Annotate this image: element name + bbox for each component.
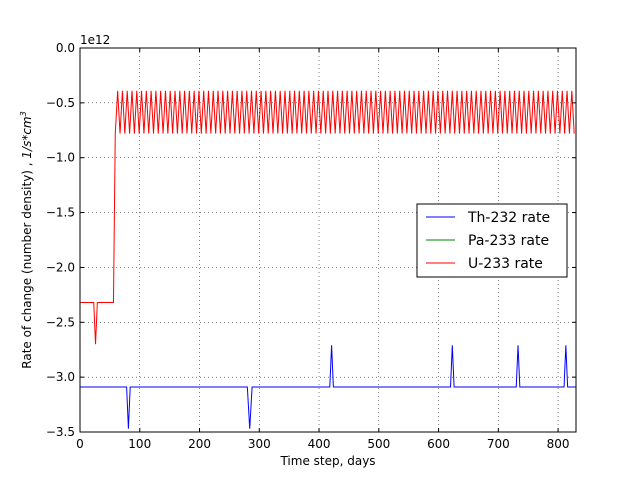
y-axis-label-exponent: 3 bbox=[19, 111, 28, 116]
legend-label: Pa-233 rate bbox=[468, 233, 549, 249]
y-tick-label: −0.5 bbox=[46, 96, 75, 110]
x-axis-label: Time step, days bbox=[279, 454, 375, 468]
series-line-3 bbox=[80, 90, 575, 345]
y-tick-label: −1.5 bbox=[46, 206, 75, 220]
x-tick-label: 400 bbox=[308, 437, 331, 451]
y-tick-label: −3.0 bbox=[46, 370, 75, 384]
y-axis-label: Rate of change (number density) , 1/s*cm… bbox=[19, 111, 34, 368]
y-tick-label: −3.5 bbox=[46, 425, 75, 439]
legend-label: U-233 rate bbox=[468, 256, 543, 272]
y-axis-label-unit: 1/s*cm bbox=[20, 116, 34, 158]
ticks: 0 100 200 300 400 500 600 700 800 0.0 −0.5 −1.0 −1.5… bbox=[46, 41, 576, 451]
x-tick-label: 0 bbox=[76, 437, 84, 451]
legend: Th-232 rate Pa-233 rate U-233 rate bbox=[416, 203, 568, 278]
y-tick-label: 0.0 bbox=[56, 41, 75, 55]
y-tick-label: −2.5 bbox=[46, 315, 75, 329]
legend-label: Th-232 rate bbox=[467, 210, 550, 226]
y-tick-label: −2.0 bbox=[46, 260, 75, 274]
y-tick-label: −1.0 bbox=[46, 151, 75, 165]
plot-frame bbox=[79, 47, 577, 433]
series-layer bbox=[80, 90, 576, 429]
x-tick-label: 300 bbox=[248, 437, 271, 451]
x-tick-label: 100 bbox=[128, 437, 151, 451]
y-axis-label-prefix: Rate of change (number density) , bbox=[20, 159, 34, 369]
grid bbox=[79, 47, 576, 433]
y-offset-label: 1e12 bbox=[80, 33, 110, 47]
series-line-1 bbox=[80, 345, 576, 429]
x-tick-label: 500 bbox=[367, 437, 390, 451]
x-tick-label: 700 bbox=[487, 437, 510, 451]
x-tick-label: 200 bbox=[188, 437, 211, 451]
x-tick-label: 800 bbox=[547, 437, 570, 451]
x-tick-label: 600 bbox=[427, 437, 450, 451]
